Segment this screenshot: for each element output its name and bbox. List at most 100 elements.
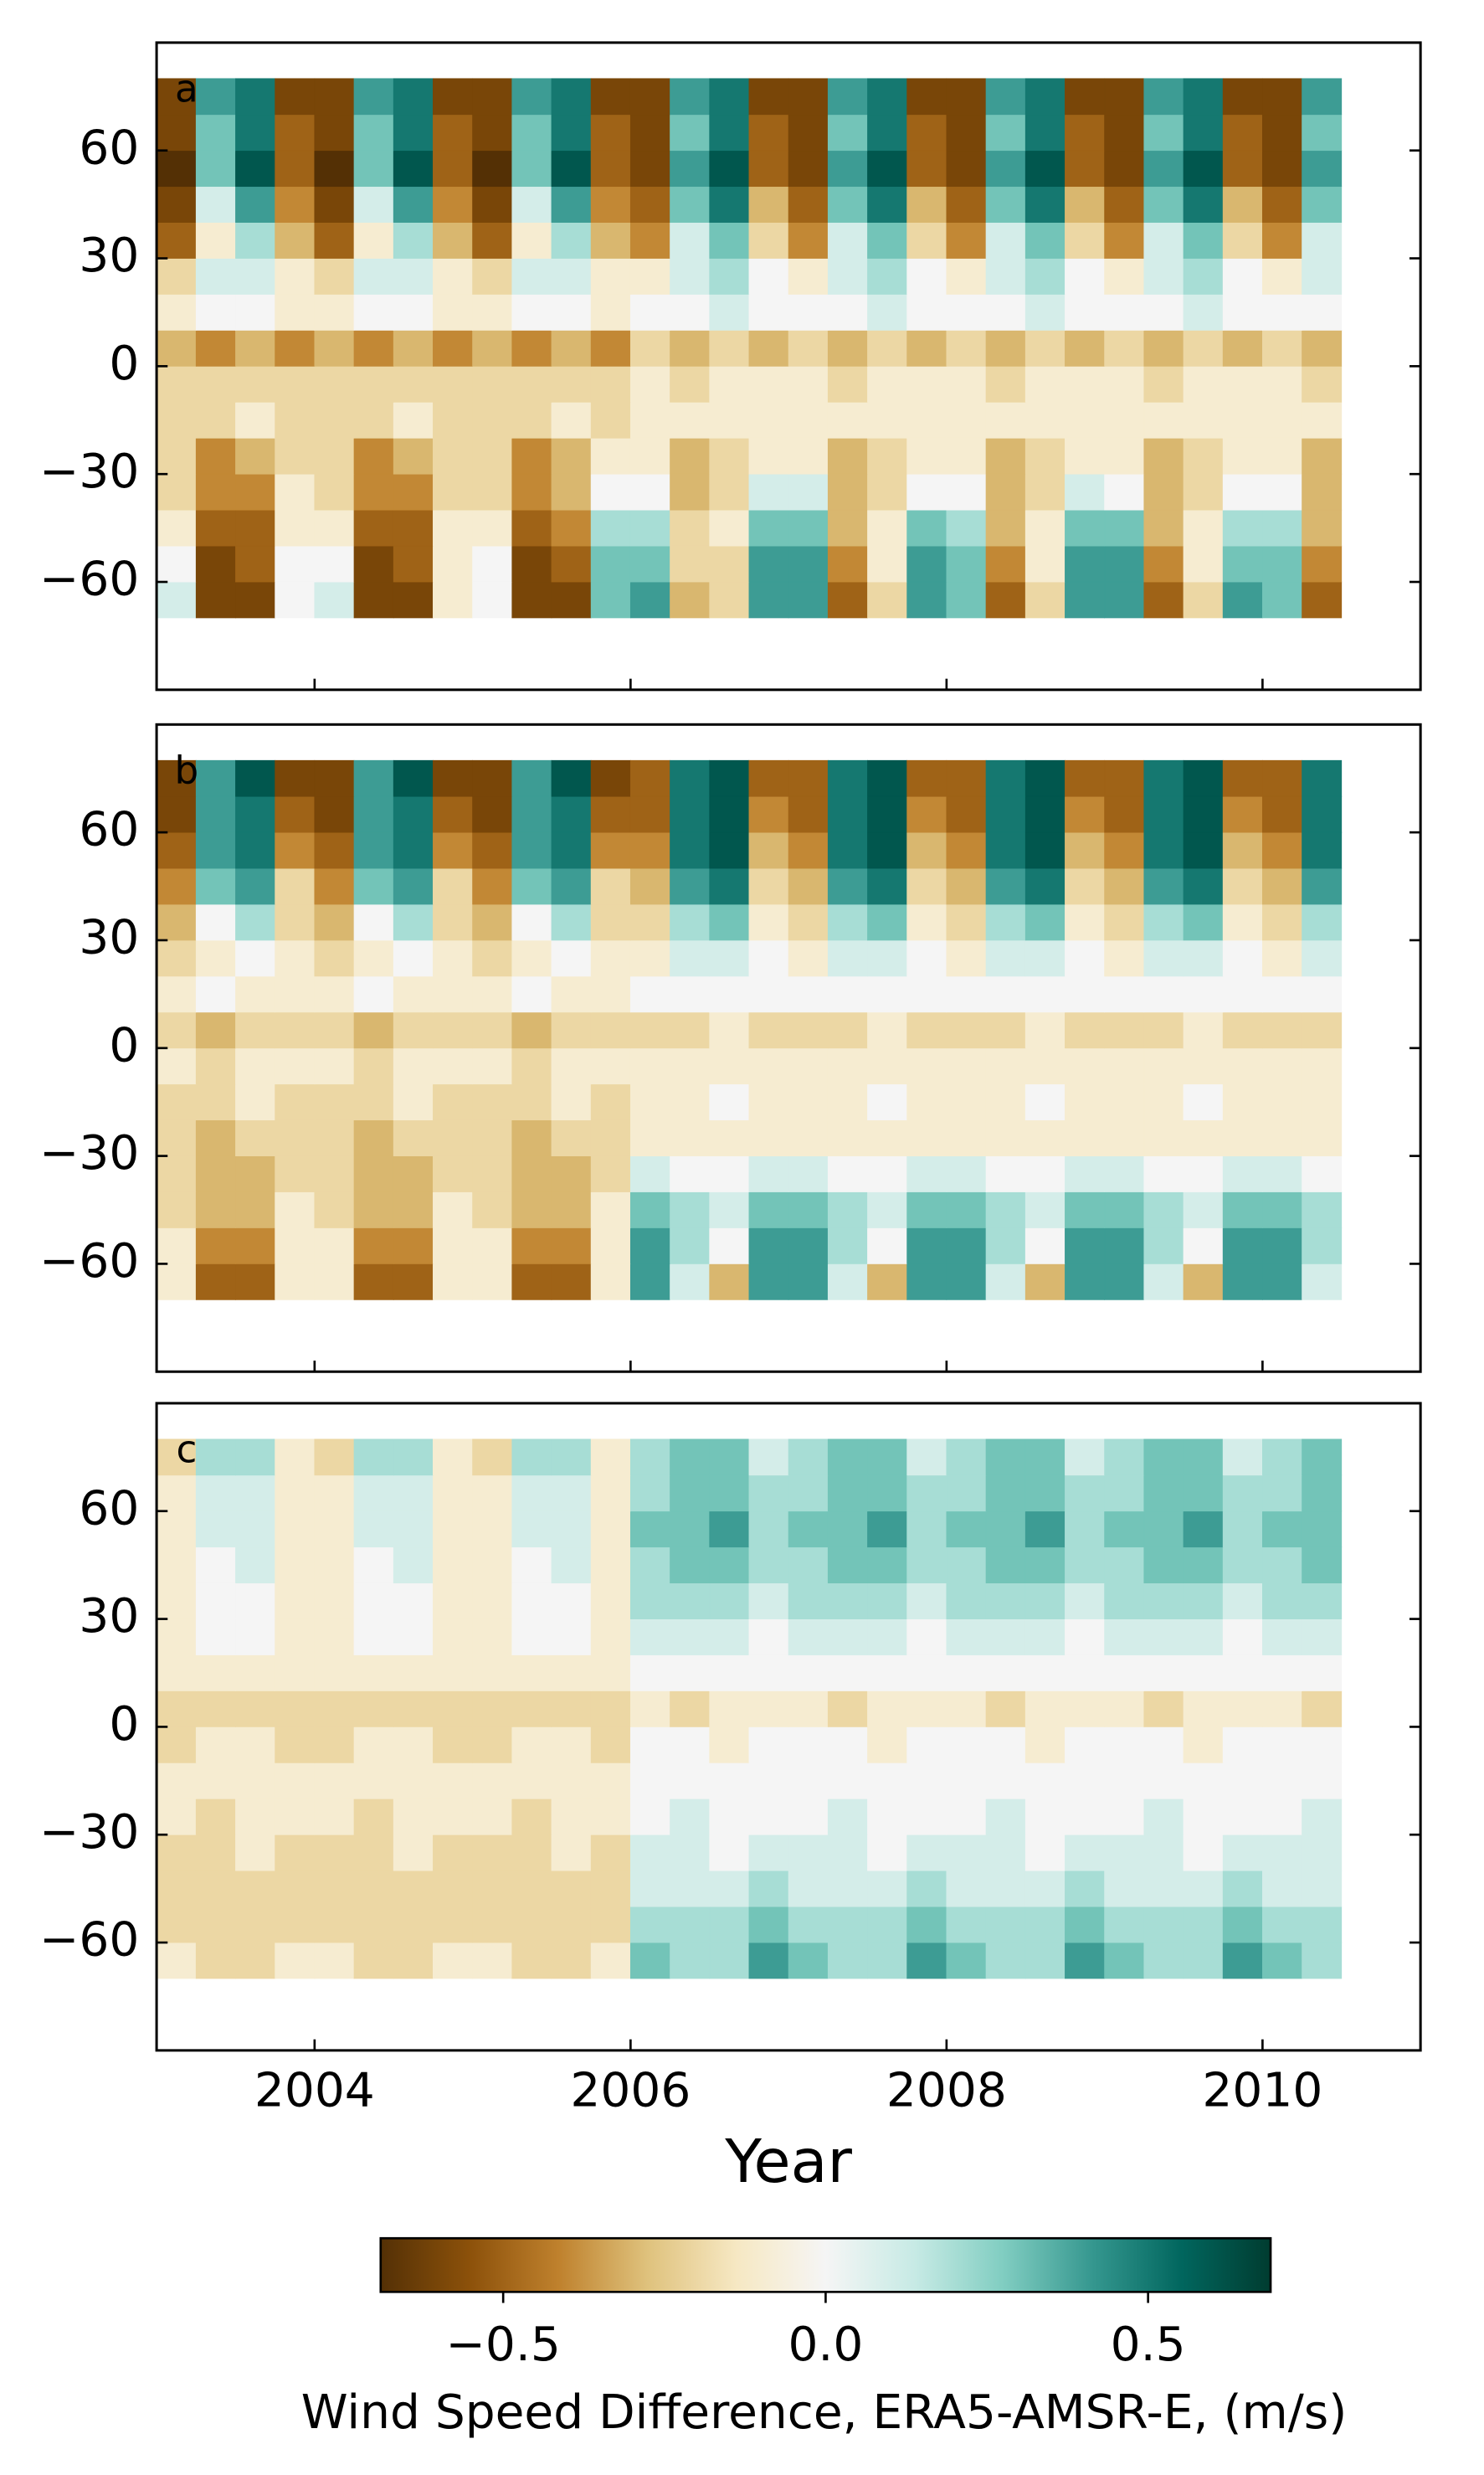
heatmap-cell: [985, 1011, 1026, 1049]
heatmap-cell: [867, 1011, 908, 1049]
heatmap-cell: [156, 114, 197, 152]
heatmap-cell: [985, 545, 1026, 583]
heatmap-cell: [393, 1870, 434, 1907]
heatmap-cell: [748, 1083, 789, 1121]
heatmap-cell: [1143, 222, 1184, 259]
heatmap-cell: [709, 330, 750, 367]
heatmap-cell: [1222, 330, 1263, 367]
heatmap-cell: [433, 222, 473, 259]
heatmap-cell: [393, 903, 434, 941]
heatmap-cell: [1222, 1942, 1263, 1979]
heatmap-cell: [827, 222, 868, 259]
heatmap-cell: [590, 1942, 631, 1979]
heatmap-cell: [314, 330, 355, 367]
heatmap-cell: [314, 473, 355, 511]
heatmap-cell: [1143, 1942, 1184, 1979]
heatmap-cell: [670, 294, 711, 331]
heatmap-cell: [985, 222, 1026, 259]
heatmap-cell: [156, 509, 197, 547]
heatmap-cell: [275, 365, 316, 403]
heatmap-cell: [629, 473, 670, 511]
heatmap-cell: [353, 1690, 394, 1727]
heatmap-cell: [235, 1546, 276, 1584]
heatmap-cell: [629, 437, 670, 475]
heatmap-cell: [393, 1047, 434, 1085]
heatmap-cell: [1024, 114, 1066, 152]
heatmap-cell: [1222, 1618, 1263, 1655]
heatmap-cell: [985, 150, 1026, 188]
heatmap-cell: [511, 1906, 552, 1943]
heatmap-cell: [393, 1906, 434, 1943]
heatmap-cell: [551, 1155, 592, 1192]
heatmap-cell: [709, 1870, 750, 1907]
heatmap-cell: [946, 1438, 987, 1476]
heatmap-cell: [867, 1546, 908, 1584]
heatmap-cell: [748, 1510, 789, 1548]
heatmap-cell: [590, 1834, 631, 1871]
heatmap-cell: [1143, 114, 1184, 152]
heatmap-cell: [1104, 1227, 1145, 1264]
heatmap-cell: [1104, 1438, 1145, 1476]
heatmap-cell: [1104, 1474, 1145, 1512]
heatmap-cell: [1104, 222, 1145, 259]
heatmap-cell: [353, 581, 394, 619]
heatmap-cell: [433, 867, 473, 905]
heatmap-cell: [511, 1263, 552, 1300]
heatmap-cell: [946, 1047, 987, 1085]
heatmap-cell: [156, 365, 197, 403]
heatmap-cell: [314, 437, 355, 475]
heatmap-cell: [235, 1654, 276, 1691]
heatmap-cell: [827, 1047, 868, 1085]
heatmap-cell: [275, 294, 316, 331]
heatmap-cell: [1104, 1191, 1145, 1228]
heatmap-cell: [1262, 258, 1302, 295]
heatmap-cell: [709, 1119, 750, 1156]
heatmap-cell: [629, 1690, 670, 1727]
heatmap-cell: [195, 222, 236, 259]
heatmap-cell: [156, 1834, 197, 1871]
heatmap-cell: [1262, 1654, 1302, 1691]
heatmap-cell: [353, 795, 394, 833]
heatmap-cell: [235, 1155, 276, 1192]
heatmap-cell: [472, 330, 513, 367]
heatmap-cell: [433, 1047, 473, 1085]
heatmap-cell: [353, 545, 394, 583]
heatmap-cell: [1262, 1155, 1302, 1192]
heatmap-cell: [1143, 795, 1184, 833]
heatmap-cell: [551, 1510, 592, 1548]
heatmap-cell: [629, 1654, 670, 1691]
heatmap-cell: [235, 1870, 276, 1907]
heatmap-cell: [788, 903, 829, 941]
heatmap-cell: [788, 1474, 829, 1512]
heatmap-cell: [1065, 1047, 1106, 1085]
heatmap-cell: [433, 509, 473, 547]
heatmap-cell: [1065, 1798, 1106, 1835]
heatmap-cell: [748, 186, 789, 223]
heatmap-cell: [590, 294, 631, 331]
heatmap-cell: [1222, 1798, 1263, 1835]
heatmap-cell: [788, 150, 829, 188]
heatmap-cell: [1302, 581, 1343, 619]
heatmap-cell: [235, 473, 276, 511]
heatmap-cell: [1183, 1263, 1224, 1300]
heatmap-cell: [670, 759, 711, 797]
heatmap-cell: [433, 545, 473, 583]
heatmap-cell: [314, 759, 355, 797]
heatmap-cell: [867, 294, 908, 331]
heatmap-cell: [748, 867, 789, 905]
heatmap-cell: [1302, 1942, 1343, 1979]
heatmap-cell: [235, 186, 276, 223]
heatmap-cell: [906, 1690, 947, 1727]
heatmap-cell: [827, 759, 868, 797]
heatmap-cell: [906, 1906, 947, 1943]
heatmap-cell: [353, 903, 394, 941]
heatmap-cell: [985, 1870, 1026, 1907]
heatmap-cell: [275, 401, 316, 439]
heatmap-cell: [393, 581, 434, 619]
heatmap-cell: [314, 1798, 355, 1835]
heatmap-cell: [629, 1618, 670, 1655]
heatmap-cell: [788, 1870, 829, 1907]
heatmap-cell: [788, 1155, 829, 1192]
heatmap-cell: [1104, 365, 1145, 403]
heatmap-cell: [472, 759, 513, 797]
